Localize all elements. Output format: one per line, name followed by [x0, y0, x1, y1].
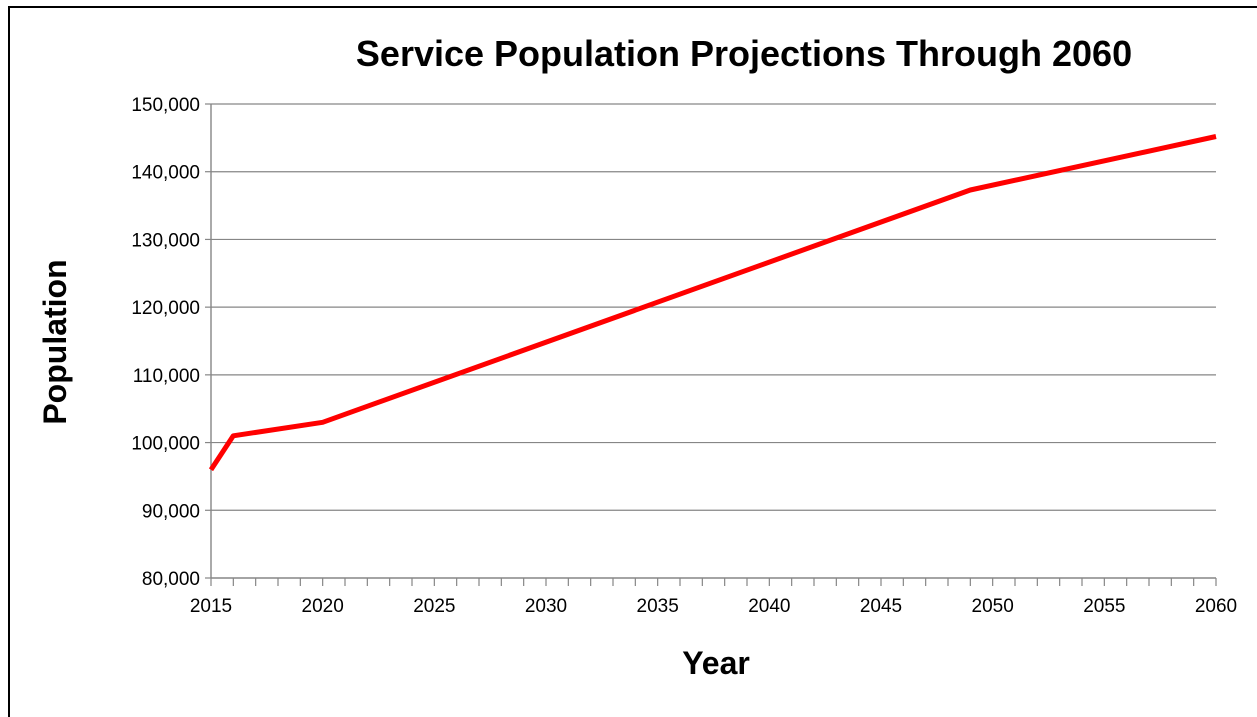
- chart-frame: [8, 6, 1257, 717]
- x-tick-label: 2060: [1195, 596, 1237, 617]
- x-tick-labels: 2015 2020 2025 2030 2035 2040 2045 2050 2055 2060: [190, 596, 1237, 617]
- y-tick-label: 90,000: [142, 501, 200, 522]
- y-tick-labels: 80,000 90,000 100,000 110,000 120,000 130,000…: [131, 95, 200, 590]
- y-tick-label: 110,000: [133, 366, 200, 387]
- x-tick-label: 2015: [190, 596, 232, 617]
- x-tick-label: 2050: [972, 596, 1014, 617]
- x-tick-label: 2055: [1083, 596, 1125, 617]
- chart-title: Service Population Projections Through 2…: [356, 33, 1132, 74]
- series-lines: [208, 134, 1217, 472]
- y-tick-label: 130,000: [131, 230, 200, 251]
- x-tick-label: 2030: [525, 596, 567, 617]
- y-tick-label: 100,000: [131, 434, 200, 455]
- x-tick-label: 2040: [748, 596, 790, 617]
- x-tick-label: 2020: [302, 596, 344, 617]
- y-axis-title: Population: [37, 259, 73, 424]
- x-axis-title: Year: [682, 645, 750, 681]
- tick-marks: [205, 103, 1217, 586]
- x-tick-label: 2045: [860, 596, 902, 617]
- axes: [210, 104, 1216, 579]
- y-tick-label: 150,000: [131, 95, 200, 116]
- x-tick-label: 2025: [413, 596, 455, 617]
- series-line: [208, 134, 1217, 472]
- x-tick-label: 2035: [637, 596, 679, 617]
- gridlines: [211, 103, 1216, 511]
- y-tick-label: 80,000: [142, 569, 200, 590]
- y-tick-label: 120,000: [131, 298, 200, 319]
- y-tick-label: 140,000: [131, 163, 200, 184]
